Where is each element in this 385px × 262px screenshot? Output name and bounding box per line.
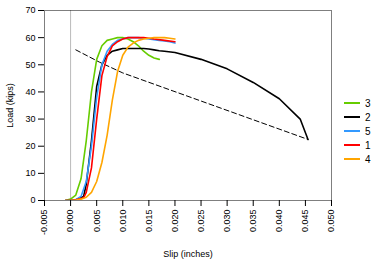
svg-text:0.000: 0.000 bbox=[65, 210, 75, 233]
html-text:2: 2 bbox=[365, 111, 371, 123]
svg-text:0.025: 0.025 bbox=[196, 210, 206, 233]
svg-text:0.035: 0.035 bbox=[248, 210, 258, 233]
svg-text:Slip (inches): Slip (inches) bbox=[163, 249, 213, 259]
html-text:1: 1 bbox=[365, 139, 371, 151]
svg-text:0.030: 0.030 bbox=[222, 210, 232, 233]
svg-text:0.050: 0.050 bbox=[326, 210, 336, 233]
svg-text:0.005: 0.005 bbox=[92, 210, 102, 233]
svg-text:10: 10 bbox=[25, 168, 35, 178]
svg-text:0: 0 bbox=[30, 195, 35, 205]
svg-text:40: 40 bbox=[25, 87, 35, 97]
svg-text:20: 20 bbox=[25, 141, 35, 151]
svg-text:0.040: 0.040 bbox=[274, 210, 284, 233]
svg-text:30: 30 bbox=[25, 114, 35, 124]
svg-text:0.045: 0.045 bbox=[300, 210, 310, 233]
html-text:4: 4 bbox=[365, 153, 371, 165]
svg-text:Load (kips): Load (kips) bbox=[5, 83, 15, 128]
svg-text:0.015: 0.015 bbox=[144, 210, 154, 233]
svg-text:0.020: 0.020 bbox=[170, 210, 180, 233]
html-text:3: 3 bbox=[365, 97, 371, 109]
svg-text:50: 50 bbox=[25, 60, 35, 70]
svg-text:60: 60 bbox=[25, 33, 35, 43]
svg-text:0.010: 0.010 bbox=[118, 210, 128, 233]
svg-text:70: 70 bbox=[25, 5, 35, 15]
html-text:5: 5 bbox=[365, 125, 371, 137]
svg-text:-0.005: -0.005 bbox=[39, 210, 49, 236]
